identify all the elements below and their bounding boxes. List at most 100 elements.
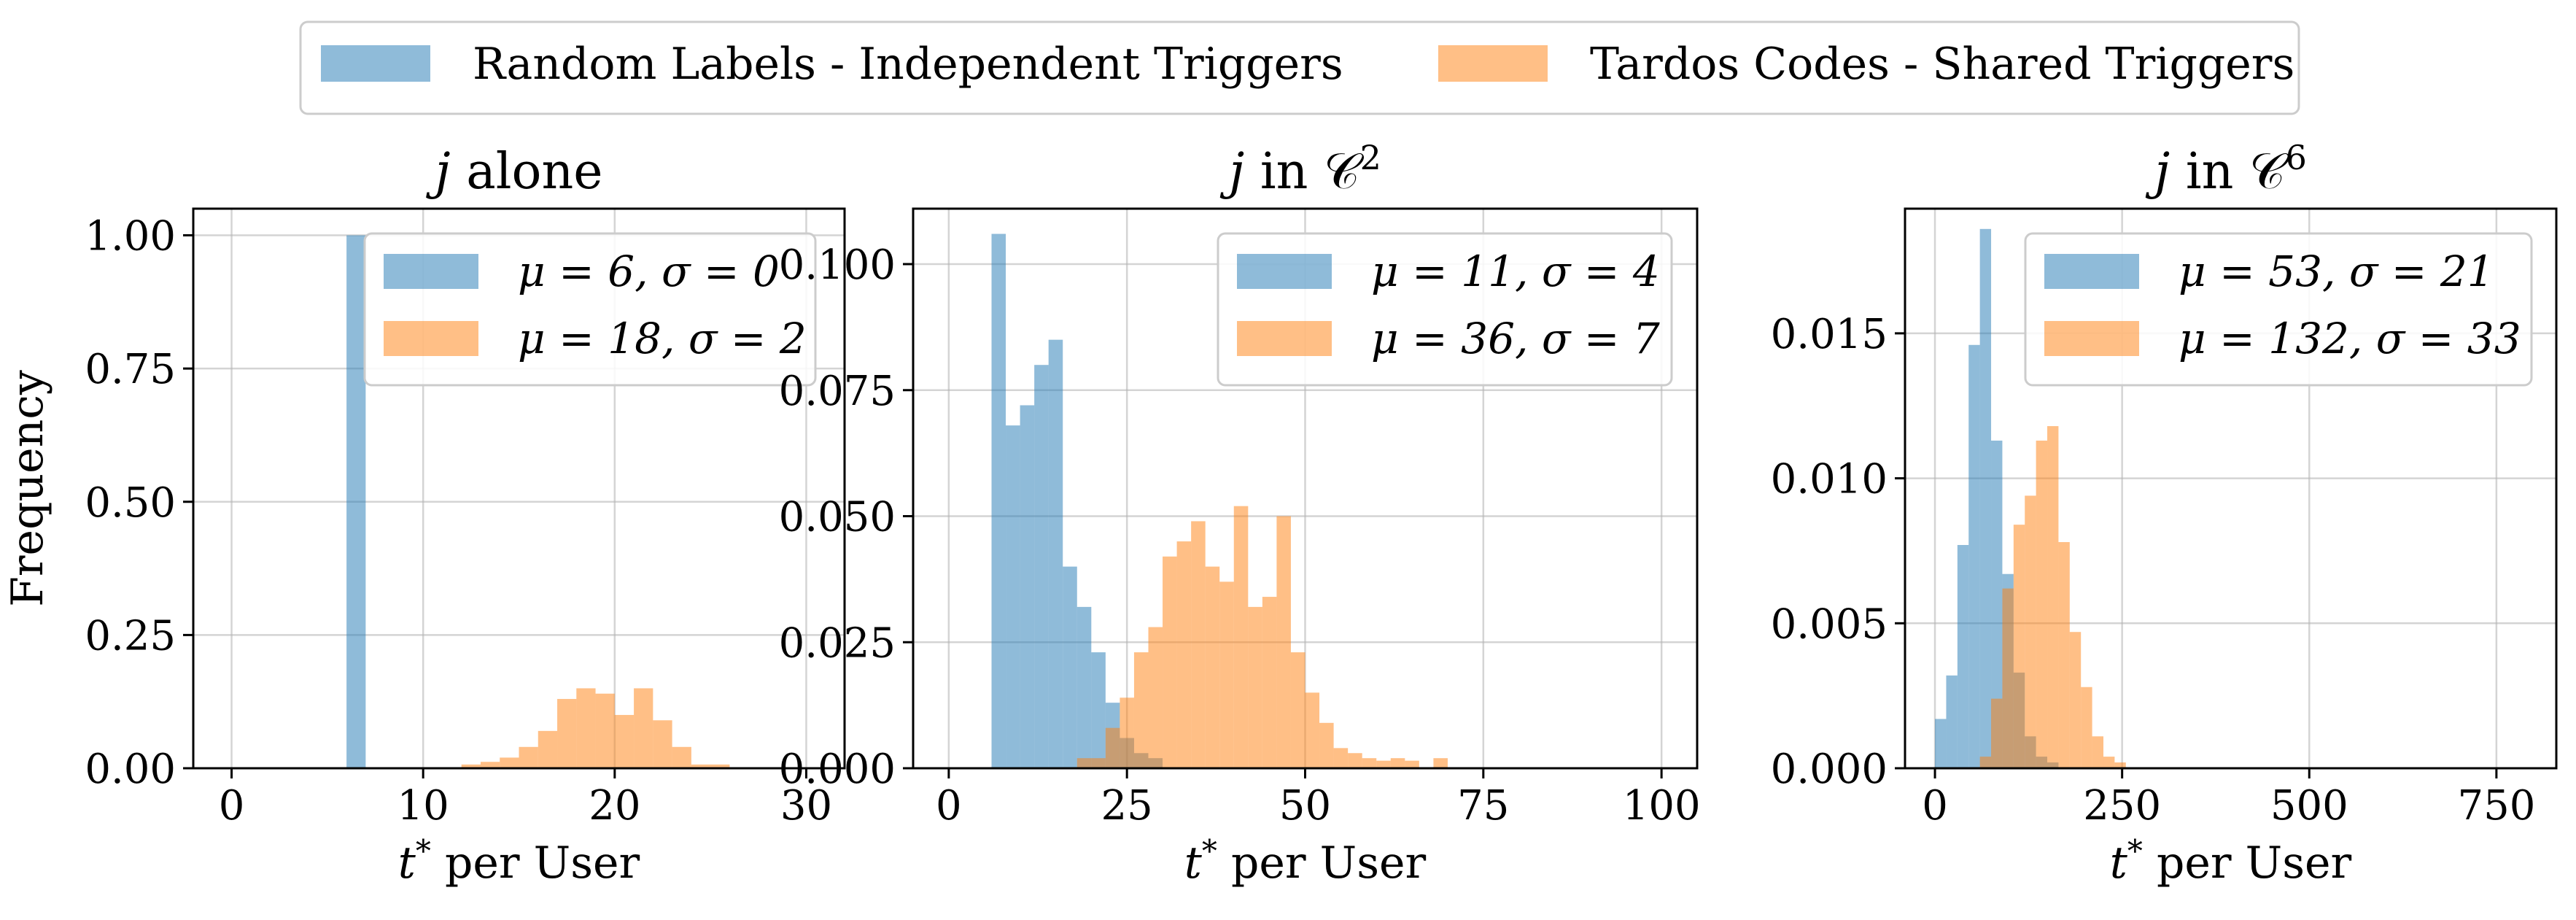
panel-legend-swatch: [1237, 321, 1332, 356]
histogram-bar: [1433, 758, 1448, 768]
histogram-bar: [2047, 426, 2059, 768]
axes-frame: [192, 207, 846, 770]
histogram-bar: [1020, 405, 1035, 768]
histogram-bar: [1390, 758, 1405, 768]
histogram-bar: [1205, 566, 1220, 768]
panel-legend-label: μ = 6, σ = 0: [518, 247, 780, 296]
y-tick-label: 0.010: [1771, 456, 1888, 503]
x-tick-label: 75: [1457, 782, 1509, 830]
y-tick-label: 0.50: [85, 479, 176, 527]
y-tick-label: 0.00: [85, 746, 176, 793]
figure-legend-box: [299, 20, 2300, 115]
histogram-bar: [1333, 748, 1349, 768]
histogram-bar: [1105, 727, 1120, 768]
histogram-bar: [1979, 228, 1992, 768]
axes-frame: [1904, 207, 2558, 770]
x-tick-label: 0: [1922, 782, 1948, 830]
histogram-bar: [1248, 606, 1262, 768]
panel-legend: μ = 11, σ = 4 μ = 36, σ = 7: [1217, 232, 1673, 387]
histogram-bar: [2002, 588, 2014, 768]
histogram-bar: [1935, 719, 1947, 768]
histogram-bar: [2092, 736, 2104, 768]
histogram-bar: [1191, 521, 1206, 768]
histogram-panel-1: 0 10 20 30 0.00 0.25 0.50 0.75 1.00 j alone t* per…: [2, 143, 846, 889]
x-axis-label: t* per User: [2110, 833, 2352, 889]
histogram-bar: [538, 730, 558, 768]
x-tick-label: 750: [2457, 782, 2535, 830]
y-axis-label: Frequency: [2, 370, 53, 607]
y-tick-label: 0.075: [779, 368, 896, 415]
histogram-bar: [1979, 757, 1992, 768]
y-tick-label: 0.100: [779, 241, 896, 289]
panel-legend-swatch: [1237, 254, 1332, 289]
panel-legend-label: μ = 18, σ = 2: [518, 314, 807, 363]
histogram-bar: [576, 688, 596, 768]
histogram-bar: [614, 714, 635, 768]
y-tick-label: 0.015: [1771, 311, 1888, 358]
histogram-bar: [2103, 757, 2115, 768]
histogram-bar: [1091, 758, 1106, 768]
series-tardos-codes: [461, 688, 730, 768]
histogram-bar: [1305, 692, 1320, 768]
y-tick-label: 1.00: [85, 213, 176, 260]
histogram-panel-3: 0 250 500 750 0.000 0.005 0.010 0.015 j in 𝒞6 t* …: [1771, 138, 2558, 889]
x-tick-label: 500: [2270, 782, 2348, 830]
y-tick-label: 0.75: [85, 346, 176, 393]
histogram-bar: [1319, 722, 1334, 768]
histogram-bar: [1991, 440, 2003, 768]
x-tick-label: 0: [936, 782, 962, 830]
histogram-bar: [653, 720, 672, 768]
histogram-bar: [1348, 753, 1362, 768]
histogram-bar: [1968, 344, 1980, 769]
histogram-bar: [461, 764, 481, 768]
series-random-labels: [346, 235, 366, 768]
histogram-bar: [1262, 597, 1277, 768]
histogram-bar: [634, 688, 653, 768]
histogram-bar: [1034, 365, 1049, 768]
y-tick-label: 0.000: [1771, 746, 1888, 793]
histogram-bar: [500, 757, 519, 768]
panel-title: j in 𝒞2: [1219, 138, 1381, 201]
y-tick-label: 0.025: [779, 619, 896, 667]
figure-legend-swatch-tardos: [1438, 45, 1548, 82]
panel-legend-label: μ = 11, σ = 4: [1371, 247, 1660, 296]
histogram-bar: [991, 233, 1006, 768]
histogram-bar: [1991, 698, 2003, 768]
histogram-bar: [1120, 697, 1134, 768]
x-tick-label: 0: [219, 782, 245, 830]
histogram-bar: [346, 235, 366, 768]
x-tick-label: 10: [397, 782, 449, 830]
panel-legend-label: μ = 36, σ = 7: [1371, 314, 1660, 363]
x-tick-label: 25: [1101, 782, 1153, 830]
series-tardos-codes: [1979, 426, 2126, 768]
histogram-bar: [595, 693, 615, 768]
figure-legend-label-tardos: Tardos Codes - Shared Triggers: [1590, 39, 2294, 90]
histogram-bar: [1148, 627, 1163, 768]
histogram-bar: [1006, 425, 1020, 768]
x-tick-label: 30: [780, 782, 832, 830]
panel-legend: μ = 53, σ = 21 μ = 132, σ = 33: [2024, 232, 2533, 387]
panel-title: j alone: [426, 143, 603, 201]
histogram-bar: [1219, 581, 1234, 768]
panel-legend-swatch: [384, 254, 478, 289]
y-tick-label: 0.005: [1771, 600, 1888, 648]
histogram-bar: [557, 699, 577, 768]
histogram-bar: [2081, 687, 2092, 768]
histogram-bar: [1076, 606, 1092, 768]
histogram-bar: [480, 762, 500, 768]
histogram-bar: [1376, 760, 1391, 768]
x-tick-label: 250: [2083, 782, 2161, 830]
histogram-bar: [1233, 506, 1249, 768]
y-tick-label: 0.25: [85, 612, 176, 660]
panel-legend-label: μ = 132, σ = 33: [2179, 314, 2521, 363]
x-axis-label: t* per User: [398, 833, 640, 889]
panel-legend-swatch: [2044, 254, 2139, 289]
figure-legend-swatch-random: [321, 45, 430, 82]
figure-legend-label-random: Random Labels - Independent Triggers: [473, 39, 1343, 90]
histogram-bar: [1091, 652, 1106, 768]
y-tick-label: 0.000: [779, 746, 896, 793]
x-axis-label: t* per User: [1184, 833, 1427, 889]
histogram-bar: [672, 746, 691, 768]
series-tardos-codes: [1076, 506, 1448, 768]
